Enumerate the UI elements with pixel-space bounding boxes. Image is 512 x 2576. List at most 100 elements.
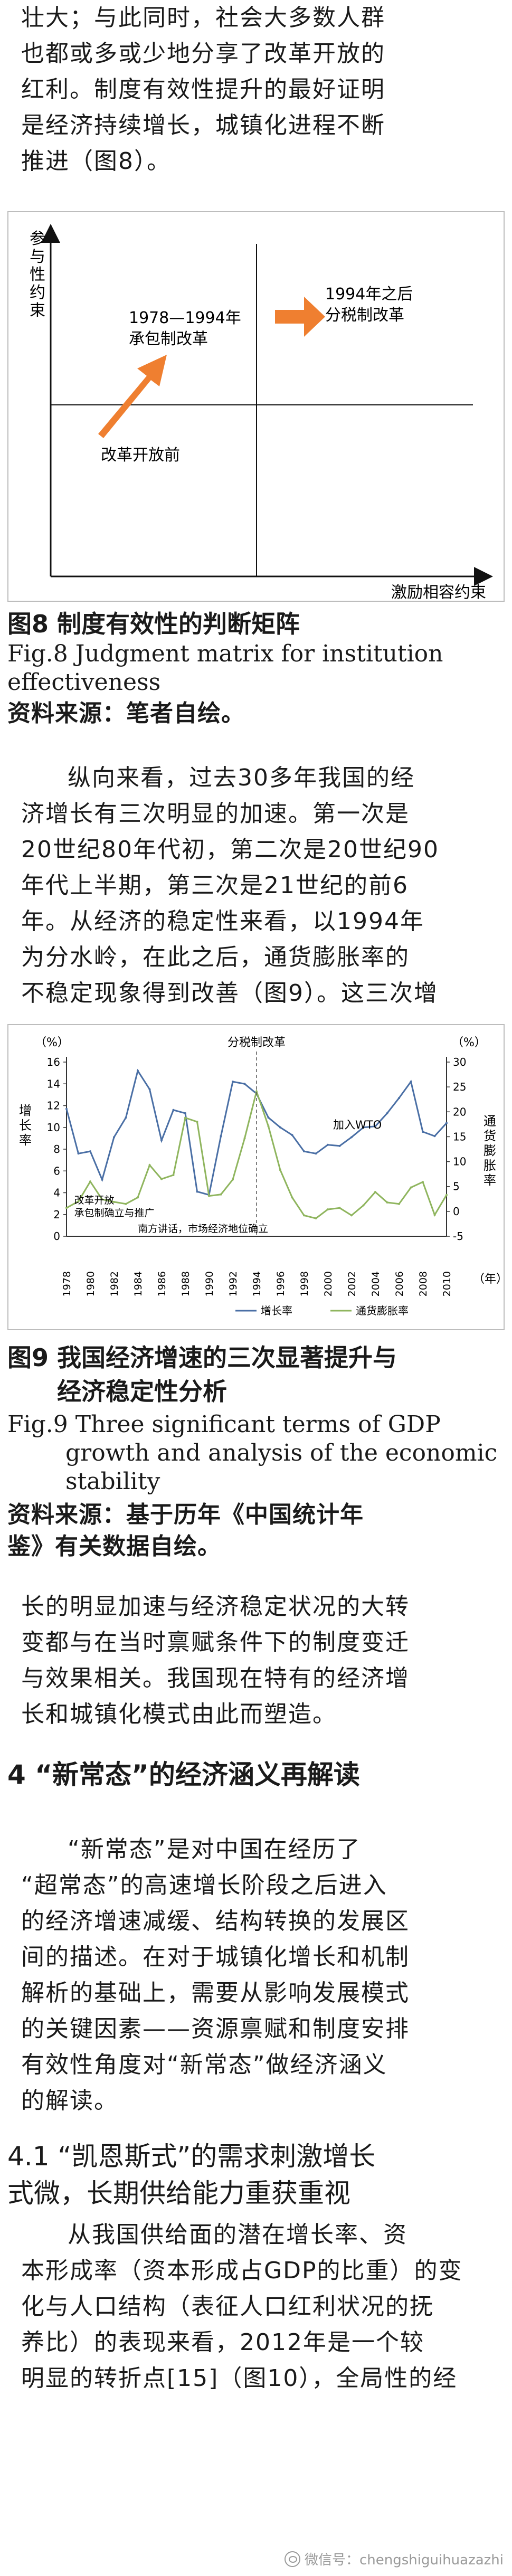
growth-rate-point: [445, 1122, 448, 1124]
left-axis-label: 增长率: [19, 1103, 32, 1148]
inflation-rate-point: [160, 1178, 163, 1180]
growth-rate-point: [315, 1152, 317, 1155]
tax-reform-label: 分税制改革: [227, 1036, 286, 1049]
text-line: 不稳定现象得到改善（图9）。这三次增: [21, 980, 438, 1007]
inflation-rate-point: [386, 1201, 388, 1204]
section-4-1-heading: 4.1 “凯恩斯式”的需求刺激增长 式微，长期供给能力重获重视: [7, 2138, 504, 2212]
inflation-rate-point: [291, 1196, 293, 1199]
inflation-rate-point: [303, 1214, 305, 1217]
growth-rate-point: [433, 1135, 436, 1138]
source-line: 资料来源：基于历年《中国统计年: [7, 1501, 364, 1528]
inflation-rate-point: [422, 1181, 424, 1183]
paragraph-2: 纵向来看，过去30多年我国的经 济增长有三次明显的加速。第一次是 20世纪80年…: [21, 760, 491, 1011]
inflation-rate-point: [89, 1180, 91, 1183]
caption-en-line: Fig.8 Judgment matrix for institution: [7, 640, 443, 667]
text-line: 从我国供给面的潜在增长率、资: [68, 2221, 407, 2248]
inflation-rate-point: [255, 1090, 258, 1093]
text-line: 是经济持续增长，城镇化进程不断: [21, 112, 385, 139]
label-before-reform: 改革开放前: [101, 446, 180, 465]
left-tick-label: 2: [53, 1208, 60, 1221]
growth-rate-point: [422, 1131, 424, 1133]
caption-cn-line: 图9 我国经济增速的三次显著提升与: [7, 1343, 397, 1372]
contract-system-label: 承包制确立与推广: [74, 1207, 155, 1219]
heading-line: 4.1 “凯恩斯式”的需求刺激增长: [7, 2141, 376, 2172]
text-line: 壮大；与此同时，社会大多数人群: [21, 4, 385, 31]
growth-rate-point: [386, 1112, 388, 1114]
figure-8-box: 参与性约束 激励相容约束 改革开放前 1978—1994年 承包制改革 1994…: [7, 211, 505, 602]
growth-rate-point: [125, 1116, 127, 1119]
figure-9-source: 资料来源：基于历年《中国统计年 鉴》有关数据自绘。: [7, 1499, 504, 1562]
growth-rate-point: [398, 1097, 400, 1100]
right-tick-label: -5: [453, 1230, 463, 1243]
chart-ticks: （%） （%） （年） 增长率 通货膨胀率 0 2 4 6 8 10 12 14 16 -5 0 5 10 15 20…: [19, 1036, 508, 1296]
right-tick-label: 30: [453, 1056, 466, 1068]
caption-en-line: growth and analysis of the economic: [65, 1439, 498, 1466]
inflation-rate-point: [125, 1202, 127, 1205]
left-tick-label: 10: [47, 1121, 60, 1134]
growth-rate-point: [350, 1136, 353, 1139]
text-line: 间的描述。在对于城镇化增长和机制: [21, 1944, 410, 1971]
text-line: 本形成率（资本形成占GDP的比重）的变: [21, 2257, 463, 2284]
growth-rate-point: [172, 1109, 175, 1111]
right-tick-label: 25: [453, 1081, 466, 1093]
caption-cn-line: 经济稳定性分析: [57, 1377, 227, 1406]
right-tick-label: 15: [453, 1130, 466, 1143]
legend-growth-label: 增长率: [261, 1304, 292, 1317]
text-line: 有效性角度对“新常态”做经济涵义: [21, 2051, 387, 2078]
text-line: 20世纪80年代初，第二次是20世纪90: [21, 836, 439, 863]
inflation-rate-point: [327, 1208, 329, 1211]
paragraph-1: 壮大；与此同时，社会大多数人群 也都或多或少地分享了改革开放的 红利。制度有效性…: [21, 0, 491, 179]
left-tick-label: 0: [53, 1230, 60, 1243]
x-tick-label: 1984: [132, 1271, 144, 1296]
inflation-rate-point: [243, 1137, 246, 1140]
growth-rate-point: [303, 1150, 305, 1153]
growth-rate-point: [148, 1088, 151, 1091]
section-4-heading: 4 “新常态”的经济涵义再解读: [7, 1759, 360, 1790]
left-tick-label: 4: [53, 1187, 60, 1199]
figure-9-box: （%）（%）（年）增长率通货膨胀率0246810121416-505101520…: [7, 1024, 508, 1330]
reform-open-label: 改革开放: [74, 1195, 115, 1206]
paragraph-4: “新常态”是对中国在经历了 “超常态”的高速增长阶段之后进入 的经济增速减缓、结…: [21, 1832, 491, 2119]
x-tick-label: 1990: [204, 1271, 215, 1296]
inflation-rate-point: [267, 1125, 270, 1128]
caption-en-line: stability: [65, 1468, 160, 1495]
x-tick-label: 1994: [251, 1271, 263, 1296]
inflation-rate-point: [398, 1202, 400, 1205]
text-line: “新常态”是对中国在经历了: [68, 1836, 361, 1863]
growth-rate-point: [243, 1083, 246, 1085]
growth-rate-point: [327, 1143, 329, 1146]
growth-rate-point: [362, 1126, 365, 1129]
x-tick-label: 1986: [156, 1271, 168, 1296]
x-tick-label: 2004: [370, 1271, 382, 1296]
x-tick-label: 1998: [299, 1271, 310, 1296]
growth-rate-point: [374, 1125, 376, 1128]
arrow-diagonal-icon: [98, 355, 167, 438]
text-line: 的经济增速减缓、结构转换的发展区: [21, 1908, 410, 1935]
arrow-right-icon: [275, 297, 325, 337]
text-line: 长和城镇化模式由此而塑造。: [21, 1701, 337, 1728]
x-tick-label: 1988: [180, 1271, 192, 1296]
x-tick-label: 1980: [85, 1271, 97, 1296]
right-tick-label: 5: [453, 1180, 460, 1193]
left-tick-label: 16: [47, 1056, 60, 1068]
text-line: 也都或多或少地分享了改革开放的: [21, 40, 385, 67]
text-line: 年。从经济的稳定性来看，以1994年: [21, 908, 424, 935]
figure-8-source: 资料来源：笔者自绘。: [7, 700, 245, 727]
growth-rate-point: [113, 1136, 115, 1139]
text-line: 济增长有三次明显的加速。第一次是: [21, 800, 410, 827]
text-line: 的关键因素——资源禀赋和制度安排: [21, 2015, 410, 2042]
text-line: 的解读。: [21, 2087, 118, 2114]
right-tick-label: 0: [453, 1205, 460, 1218]
inflation-rate-point: [184, 1116, 186, 1119]
text-line: 为分水岭，在此之后，通货膨胀率的: [21, 944, 410, 971]
label-late-period-1: 1994年之后: [325, 285, 413, 304]
paragraph-5: 从我国供给面的潜在增长率、资 本形成率（资本形成占GDP的比重）的变 化与人口结…: [21, 2217, 491, 2397]
growth-rate-point: [338, 1144, 341, 1147]
south-talk-label: 南方讲话，市场经济地位确立: [138, 1223, 268, 1235]
figure-8-caption-cn: 图8 制度有效性的判断矩阵: [7, 610, 300, 638]
inflation-rate-point: [172, 1174, 175, 1177]
inflation-rate-point: [137, 1196, 139, 1199]
figure-8-caption-en: Fig.8 Judgment matrix for institution ef…: [7, 640, 504, 697]
inflation-rate-point: [315, 1217, 317, 1220]
